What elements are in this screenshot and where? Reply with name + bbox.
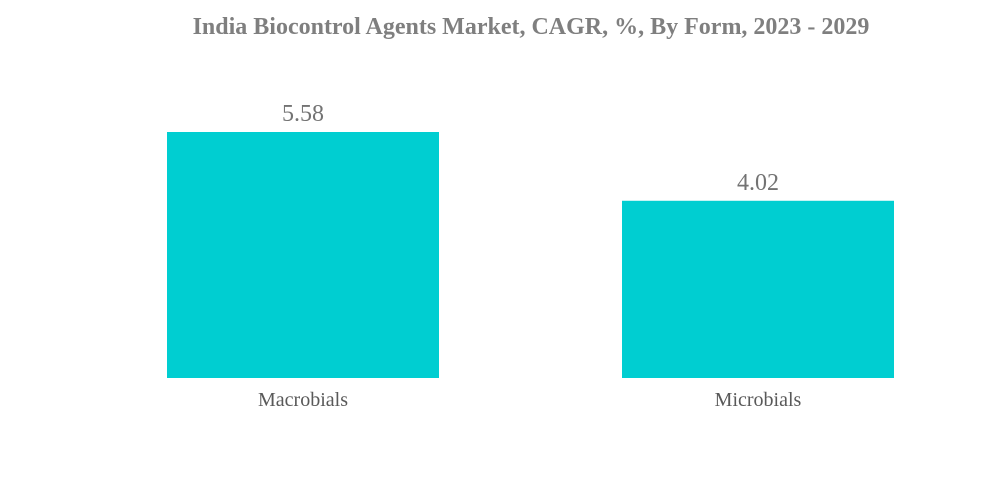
category-label-microbials: Microbials [715,389,802,411]
bar-macrobials [167,132,439,378]
bar-microbials [622,200,894,378]
category-label-macrobials: Macrobials [258,389,348,411]
bars-group [167,132,894,378]
value-label-macrobials: 5.58 [282,101,324,127]
chart-title: India Biocontrol Agents Market, CAGR, %,… [192,14,870,40]
category-labels-group: Macrobials Microbials [258,389,802,411]
value-labels-group: 5.58 4.02 [282,101,779,196]
value-label-microbials: 4.02 [737,170,779,196]
